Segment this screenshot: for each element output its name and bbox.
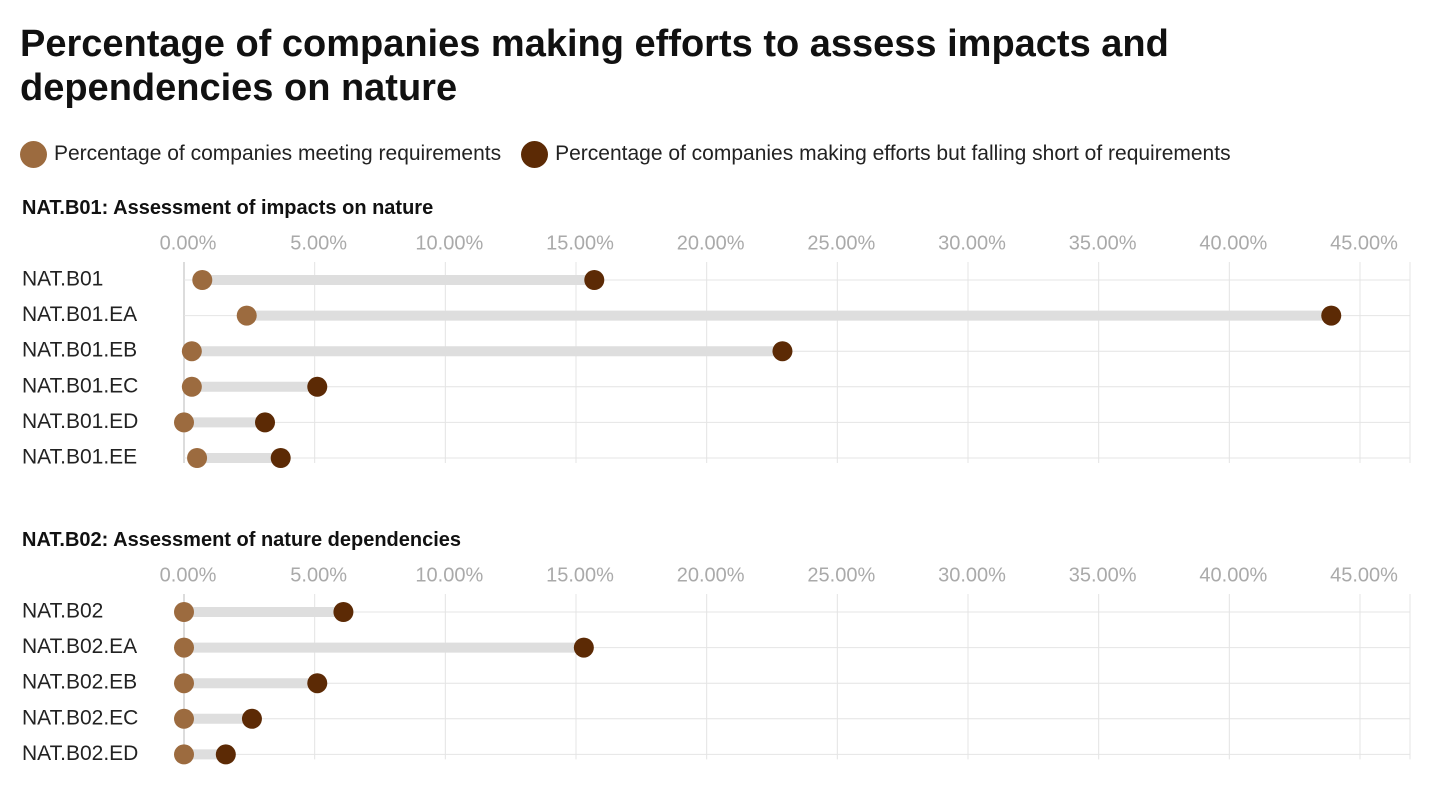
dot-meeting-nat-b02-ea <box>174 637 194 658</box>
panel-title-nat-b02: NAT.B02: Assessment of nature dependenci… <box>22 529 462 551</box>
dot-meeting-nat-b01 <box>192 270 213 290</box>
dot-meeting-nat-b02-eb <box>174 673 194 694</box>
legend-item-short: Percentage of companies making efforts b… <box>521 140 1231 168</box>
x-tick-label-3: 15.00% <box>546 232 614 254</box>
category-label-nat-b01-eb: NAT.B01.EB <box>22 339 137 362</box>
category-label-nat-b01-ed: NAT.B01.ED <box>22 410 138 433</box>
x-tick-label-0: 0.00% <box>160 564 217 586</box>
dot-meeting-nat-b01-eb <box>181 341 202 362</box>
dot-short-nat-b01-ea <box>1321 305 1342 326</box>
chart-title: Percentage of companies making efforts t… <box>20 23 1169 109</box>
x-tick-label-5: 25.00% <box>807 232 875 254</box>
category-label-nat-b02-eb: NAT.B02.EB <box>22 671 137 694</box>
dot-short-nat-b01-ed <box>255 412 276 433</box>
dot-short-nat-b01 <box>584 270 605 290</box>
dot-meeting-nat-b01-ee <box>187 448 208 468</box>
x-tick-label-4: 20.00% <box>677 232 745 254</box>
dot-meeting-nat-b01-ea <box>236 305 257 326</box>
dot-short-nat-b01-ec <box>307 376 328 397</box>
dumbbell-chart-nat-b02: 0.00% 5.00% 10.00% 15.00% 20.00% 25.00% 30.00%… <box>22 564 1411 765</box>
dot-short-nat-b02-ed <box>215 744 236 765</box>
x-tick-label-6: 30.00% <box>938 232 1006 254</box>
x-tick-label-2: 10.00% <box>415 232 483 254</box>
x-tick-label-9: 45.00% <box>1330 232 1398 254</box>
x-tick-label-8: 40.00% <box>1199 564 1267 586</box>
dot-short-nat-b02 <box>333 602 354 622</box>
dot-meeting-nat-b02 <box>174 602 194 622</box>
x-tick-label-7: 35.00% <box>1069 232 1137 254</box>
legend: Percentage of companies meeting requirem… <box>20 137 1251 171</box>
panel-title-nat-b01: NAT.B01: Assessment of impacts on nature <box>22 197 434 219</box>
dot-short-nat-b01-eb <box>772 341 793 362</box>
legend-label-short: Percentage of companies making efforts b… <box>555 142 1231 165</box>
legend-item-meeting: Percentage of companies meeting requirem… <box>20 140 502 168</box>
x-tick-label-7: 35.00% <box>1069 564 1137 586</box>
dot-meeting-nat-b02-ed <box>174 744 194 765</box>
x-tick-label-5: 25.00% <box>807 564 875 586</box>
category-label-nat-b01-ea: NAT.B01.EA <box>22 303 137 326</box>
legend-swatch-short <box>521 140 549 168</box>
x-tick-label-2: 10.00% <box>415 564 483 586</box>
x-tick-label-8: 40.00% <box>1199 232 1267 254</box>
legend-label-meeting: Percentage of companies meeting requirem… <box>54 142 502 165</box>
x-tick-label-6: 30.00% <box>938 564 1006 586</box>
x-tick-label-1: 5.00% <box>290 564 347 586</box>
x-tick-label-1: 5.00% <box>290 232 347 254</box>
category-label-nat-b02-ed: NAT.B02.ED <box>22 742 138 765</box>
x-tick-label-3: 15.00% <box>546 564 614 586</box>
dot-meeting-nat-b02-ec <box>174 708 194 729</box>
dot-short-nat-b01-ee <box>270 448 291 468</box>
category-label-nat-b01: NAT.B01 <box>22 268 103 291</box>
category-label-nat-b01-ee: NAT.B01.EE <box>22 446 137 469</box>
dot-short-nat-b02-ec <box>241 708 262 729</box>
x-tick-label-9: 45.00% <box>1330 564 1398 586</box>
dumbbell-chart-nat-b01: 0.00% 5.00% 10.00% 15.00% 20.00% 25.00% 30.00%… <box>22 232 1411 469</box>
dot-meeting-nat-b01-ed <box>174 412 194 433</box>
x-tick-label-4: 20.00% <box>677 564 745 586</box>
category-label-nat-b02-ec: NAT.B02.EC <box>22 706 138 729</box>
category-label-nat-b02: NAT.B02 <box>22 600 103 623</box>
legend-swatch-meeting <box>20 140 47 168</box>
dot-short-nat-b02-ea <box>573 637 594 658</box>
category-label-nat-b02-ea: NAT.B02.EA <box>22 635 137 658</box>
dot-meeting-nat-b01-ec <box>181 376 202 397</box>
category-label-nat-b01-ec: NAT.B01.EC <box>22 374 138 397</box>
x-tick-label-0: 0.00% <box>160 232 217 254</box>
dot-short-nat-b02-eb <box>307 673 328 694</box>
